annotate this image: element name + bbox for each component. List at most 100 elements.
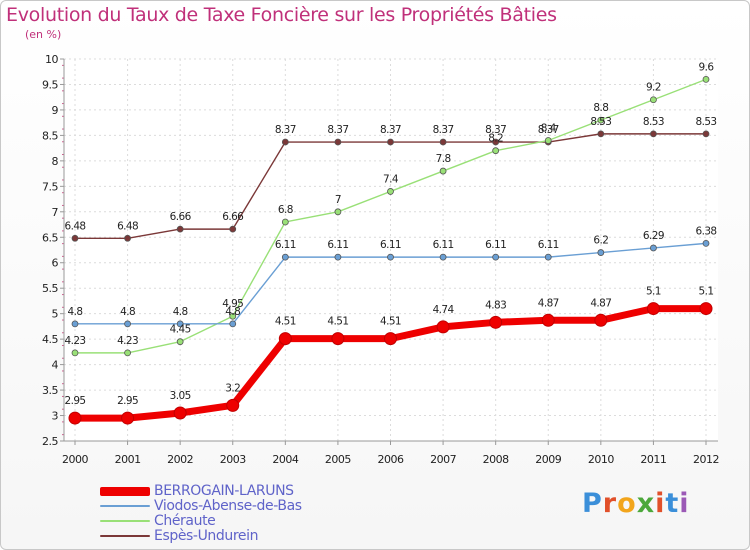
y-tick-label: 4 [52,359,59,372]
data-label: 8.37 [380,124,401,136]
data-point [439,253,447,261]
proxiti-logo: Proxiti [582,488,690,519]
data-point [281,218,289,226]
x-tick-label: 2006 [378,453,404,466]
data-label: 9.2 [646,82,661,94]
logo-letter: t [665,488,680,519]
data-label: 4.8 [173,306,188,318]
data-label: 7 [335,194,341,206]
data-point [226,398,240,412]
data-label: 4.95 [222,298,243,310]
x-tick-label: 2004 [272,453,298,466]
data-point [489,315,503,329]
legend-label: Chéraute [154,513,216,529]
data-label: 6.48 [117,220,138,232]
legend-label: BERROGAIN-LARUNS [154,483,294,499]
data-point [71,234,79,242]
data-label: 2.95 [65,395,86,407]
data-label: 6.8 [278,204,293,216]
data-point [71,320,79,328]
data-point [702,130,710,138]
y-tick-label: 9 [52,104,59,117]
data-point [121,411,135,425]
data-point [492,253,500,261]
data-label: 4.51 [275,316,296,328]
data-label: 5.1 [699,286,714,298]
x-tick-label: 2003 [220,453,246,466]
data-label: 6.48 [65,220,86,232]
y-tick-label: 10 [45,53,58,66]
data-label: 4.51 [327,316,348,328]
logo-letter: o [617,488,637,519]
data-point [176,338,184,346]
x-tick-label: 2005 [325,453,351,466]
x-tick-label: 2007 [430,453,456,466]
data-label: 6.66 [170,211,192,223]
x-tick-label: 2001 [115,453,141,466]
x-tick-label: 2000 [62,453,88,466]
data-label: 6.2 [593,235,608,247]
data-point [597,130,605,138]
data-label: 6.11 [380,239,401,251]
logo-letter: r [602,488,618,519]
data-point [597,116,605,124]
data-label: 7.8 [436,153,451,165]
y-tick-label: 5 [52,308,59,321]
y-tick-label: 2.5 [42,435,58,448]
y-tick-label: 8.5 [42,129,58,142]
legend-swatch [100,520,150,522]
data-point [176,320,184,328]
logo-letter: i [655,488,666,519]
y-tick-label: 3.5 [42,384,58,397]
data-label: 9.6 [699,61,715,73]
data-label: 5.1 [646,286,661,298]
data-label: 8.53 [643,116,664,128]
chart-title: Evolution du Taux de Taxe Foncière sur l… [6,4,557,26]
legend-swatch [100,487,150,496]
y-tick-label: 9.5 [42,78,58,91]
x-tick-label: 2002 [167,453,193,466]
unit-label: (en %) [25,28,62,41]
data-label: 7.4 [383,173,399,185]
data-label: 3.2 [225,382,240,394]
legend-label: Espès-Undurein [154,528,259,544]
y-tick-label: 6.5 [42,231,58,244]
data-label: 4.87 [590,297,611,309]
data-label: 4.83 [485,299,506,311]
data-label: 8.37 [485,124,506,136]
data-point [281,138,289,146]
data-point [544,253,552,261]
x-tick-label: 2008 [483,453,509,466]
data-point [124,349,131,357]
data-label: 4.8 [68,306,83,318]
x-tick-label: 2009 [535,453,561,466]
y-tick-label: 3 [52,410,59,423]
data-label: 4.23 [117,335,138,347]
data-point [334,138,342,146]
data-point [702,239,710,247]
data-label: 6.38 [696,225,717,237]
data-point [124,234,131,242]
data-label: 4.45 [170,324,191,336]
y-tick-label: 8 [52,155,59,168]
data-label: 6.11 [327,239,348,251]
data-point [650,130,657,138]
data-label: 8.37 [275,124,296,136]
data-point [384,332,397,346]
data-label: 4.8 [120,306,135,318]
data-point [436,320,450,334]
data-label: 6.11 [433,239,454,251]
data-point [229,320,237,328]
data-label: 4.23 [65,335,86,347]
data-point [387,138,394,146]
data-label: 8.53 [590,116,611,128]
data-point [650,244,657,252]
data-label: 8.37 [433,124,454,136]
data-point [229,225,237,233]
data-point [597,249,605,256]
y-tick-label: 7 [52,206,59,219]
data-point [439,167,447,175]
data-point [492,147,500,155]
data-label: 6.29 [643,230,664,242]
